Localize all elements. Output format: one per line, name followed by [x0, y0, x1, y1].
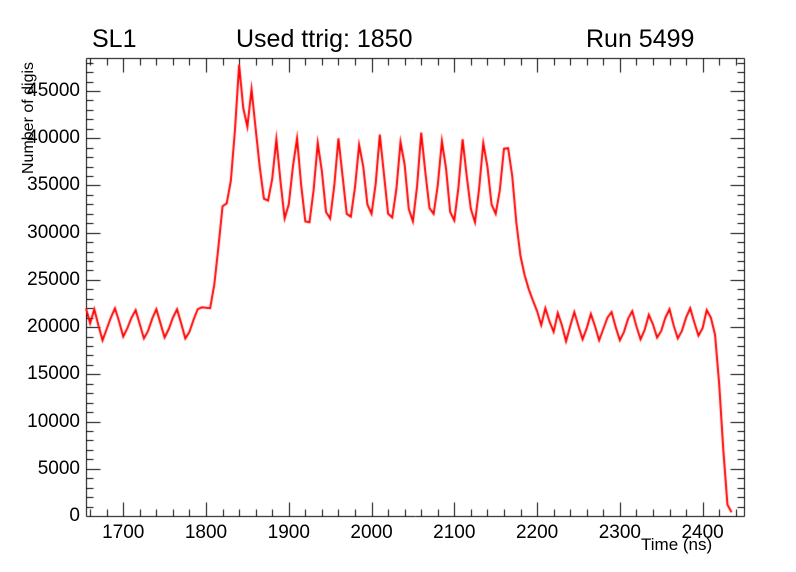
y-tick-label: 40000 — [27, 127, 80, 149]
x-tick-label: 2100 — [433, 522, 476, 543]
pad-title-right: Run 5499 — [586, 25, 695, 53]
x-tick-label: 2200 — [515, 522, 559, 543]
y-tick-label: 0 — [69, 505, 80, 526]
x-tick-label: 1800 — [184, 522, 228, 543]
pad-title-center: Used ttrig: 1850 — [236, 25, 413, 53]
y-tick-label: 45000 — [27, 80, 80, 102]
x-tick-label: 2000 — [350, 522, 393, 543]
y-tick-label: 10000 — [27, 410, 80, 432]
x-tick-label: 1900 — [267, 522, 310, 543]
y-axis-title: Number of digis — [20, 62, 37, 175]
y-tick-label: 15000 — [27, 363, 80, 385]
y-tick-label: 5000 — [37, 457, 80, 479]
x-tick-label: 2400 — [681, 522, 724, 543]
x-tick-label: 2300 — [598, 522, 641, 543]
y-tick-label: 20000 — [27, 316, 80, 338]
y-tick-label: 35000 — [27, 174, 80, 196]
x-tick-label: 1700 — [102, 522, 145, 543]
x-axis-title: Time (ns) — [641, 535, 713, 554]
y-tick-label: 25000 — [27, 268, 80, 290]
pad-title-left: SL1 — [92, 25, 137, 53]
y-tick-label: 30000 — [27, 221, 80, 243]
